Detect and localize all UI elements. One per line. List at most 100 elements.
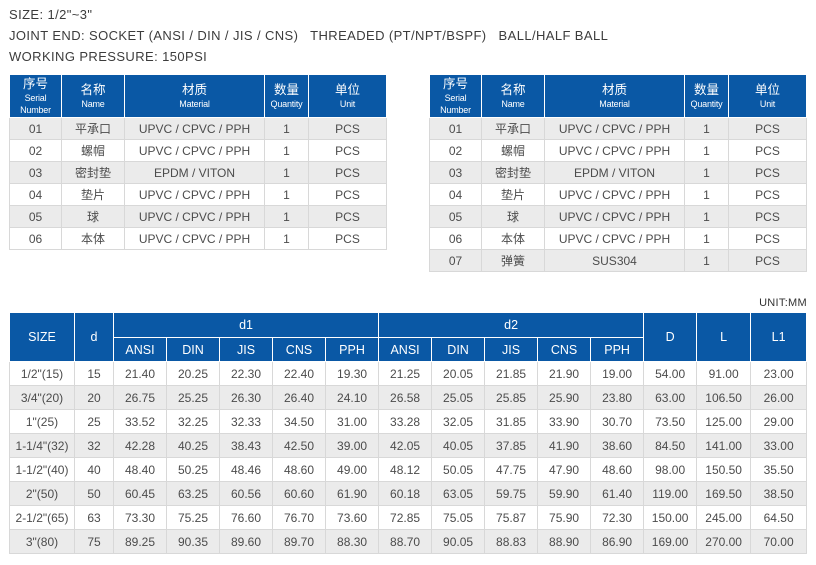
col-serial-number: 序号 Serial Number: [429, 74, 482, 118]
cell-d2-cns: 21.90: [537, 361, 592, 386]
col-serial-number: 序号 Serial Number: [9, 74, 62, 118]
cell-d2-ansi: 42.05: [378, 433, 433, 458]
col-unit: 单位 Unit: [308, 74, 387, 118]
cell-unit: PCS: [728, 205, 807, 228]
cell-L1: 26.00: [750, 385, 808, 410]
parts-row: 01 平承口 UPVC / CPVC / PPH 1 PCS: [429, 117, 807, 140]
col-unit-en: Unit: [759, 99, 776, 109]
cell-d1-cns: 26.40: [272, 385, 326, 410]
unit-label: UNIT:MM: [759, 297, 807, 309]
cell-L1: 33.00: [750, 433, 808, 458]
col-quantity-en: Quantity: [690, 99, 723, 109]
cell-d1-din: 32.25: [166, 409, 220, 434]
parts-row: 05 球 UPVC / CPVC / PPH 1 PCS: [9, 205, 387, 228]
cell-serial: 06: [9, 227, 62, 250]
cell-d2-pph: 38.60: [590, 433, 645, 458]
col-d2-din: DIN: [431, 337, 486, 362]
spec-size-line: SIZE: 1/2"~3": [9, 7, 93, 22]
col-L: L: [696, 312, 752, 362]
cell-serial: 04: [9, 183, 62, 206]
cell-d1-pph: 19.30: [324, 361, 380, 386]
cell-d1-din: 50.25: [166, 457, 220, 482]
cell-serial: 01: [429, 117, 482, 140]
cell-d1-ansi: 33.52: [113, 409, 167, 434]
cell-size: 3"(80): [9, 529, 75, 554]
col-name-zh: 名称: [80, 83, 106, 97]
cell-d1-din: 20.25: [166, 361, 220, 386]
parts-tables: 序号 Serial Number 名称 Name 材质 Material 数量 Quan…: [9, 74, 807, 272]
cell-quantity: 1: [264, 227, 309, 250]
cell-d2-din: 40.05: [431, 433, 486, 458]
col-quantity: 数量 Quantity: [264, 74, 309, 118]
col-unit-zh: 单位: [754, 83, 780, 97]
col-material: 材质 Material: [544, 74, 685, 118]
col-d2-ansi: ANSI: [378, 337, 433, 362]
cell-d1-din: 40.25: [166, 433, 220, 458]
parts-row: 03 密封垫 EPDM / VITON 1 PCS: [9, 161, 387, 184]
cell-d2-jis: 25.85: [484, 385, 539, 410]
cell-d1-jis: 89.60: [219, 529, 273, 554]
cell-material: UPVC / CPVC / PPH: [544, 227, 685, 250]
cell-D: 119.00: [643, 481, 698, 506]
col-quantity-en: Quantity: [270, 99, 303, 109]
dimension-table-header: SIZE d d1 d2 D L L1 ANSI DIN JIS CNS PPH…: [9, 312, 808, 362]
cell-d2-din: 20.05: [431, 361, 486, 386]
cell-d: 15: [74, 361, 114, 386]
cell-d1-jis: 22.30: [219, 361, 273, 386]
cell-d2-ansi: 21.25: [378, 361, 433, 386]
cell-d1-jis: 26.30: [219, 385, 273, 410]
cell-serial: 04: [429, 183, 482, 206]
cell-d2-jis: 21.85: [484, 361, 539, 386]
col-d1-jis: JIS: [219, 337, 273, 362]
cell-d1-ansi: 42.28: [113, 433, 167, 458]
cell-L: 169.50: [696, 481, 752, 506]
cell-unit: PCS: [308, 183, 387, 206]
cell-d: 25: [74, 409, 114, 434]
cell-d1-ansi: 73.30: [113, 505, 167, 530]
cell-material: UPVC / CPVC / PPH: [544, 117, 685, 140]
cell-D: 150.00: [643, 505, 698, 530]
cell-L1: 64.50: [750, 505, 808, 530]
cell-d2-cns: 59.90: [537, 481, 592, 506]
cell-d: 63: [74, 505, 114, 530]
cell-material: UPVC / CPVC / PPH: [124, 183, 265, 206]
col-L1: L1: [750, 312, 808, 362]
cell-material: EPDM / VITON: [544, 161, 685, 184]
cell-name: 螺帽: [481, 139, 545, 162]
cell-L: 270.00: [696, 529, 752, 554]
cell-quantity: 1: [264, 183, 309, 206]
parts-table-right-header: 序号 Serial Number 名称 Name 材质 Material 数量 Quan…: [429, 74, 807, 118]
dim-row: 1"(25) 25 33.52 32.25 32.33 34.50 31.00 …: [9, 409, 808, 434]
cell-unit: PCS: [728, 161, 807, 184]
dim-row: 1-1/2"(40) 40 48.40 50.25 48.46 48.60 49…: [9, 457, 808, 482]
cell-d1-ansi: 48.40: [113, 457, 167, 482]
cell-quantity: 1: [684, 227, 729, 250]
parts-row: 03 密封垫 EPDM / VITON 1 PCS: [429, 161, 807, 184]
cell-L1: 38.50: [750, 481, 808, 506]
col-serial-zh: 序号: [22, 77, 48, 91]
dimension-table: SIZE d d1 d2 D L L1 ANSI DIN JIS CNS PPH…: [9, 312, 808, 554]
cell-d2-jis: 88.83: [484, 529, 539, 554]
cell-serial: 03: [429, 161, 482, 184]
cell-unit: PCS: [728, 249, 807, 272]
cell-material: UPVC / CPVC / PPH: [544, 183, 685, 206]
cell-d2-jis: 31.85: [484, 409, 539, 434]
cell-size: 3/4"(20): [9, 385, 75, 410]
cell-unit: PCS: [308, 117, 387, 140]
cell-D: 98.00: [643, 457, 698, 482]
cell-serial: 07: [429, 249, 482, 272]
col-quantity-zh: 数量: [273, 83, 299, 97]
col-quantity: 数量 Quantity: [684, 74, 729, 118]
cell-material: SUS304: [544, 249, 685, 272]
cell-name: 垫片: [61, 183, 125, 206]
col-material-zh: 材质: [181, 83, 207, 97]
cell-L: 245.00: [696, 505, 752, 530]
cell-quantity: 1: [684, 139, 729, 162]
cell-d2-pph: 30.70: [590, 409, 645, 434]
cell-unit: PCS: [728, 117, 807, 140]
cell-L: 150.50: [696, 457, 752, 482]
cell-d1-ansi: 21.40: [113, 361, 167, 386]
cell-unit: PCS: [308, 205, 387, 228]
cell-d2-pph: 72.30: [590, 505, 645, 530]
cell-d1-cns: 22.40: [272, 361, 326, 386]
